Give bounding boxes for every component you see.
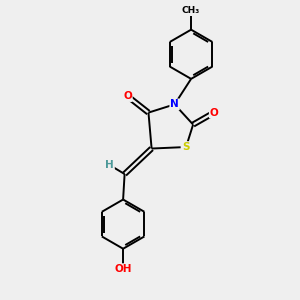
Text: N: N [170, 99, 179, 110]
Text: O: O [123, 91, 132, 101]
Text: H: H [105, 160, 114, 170]
Text: CH₃: CH₃ [182, 6, 200, 15]
Text: OH: OH [114, 264, 132, 274]
Text: O: O [210, 108, 218, 118]
Text: S: S [182, 142, 190, 152]
